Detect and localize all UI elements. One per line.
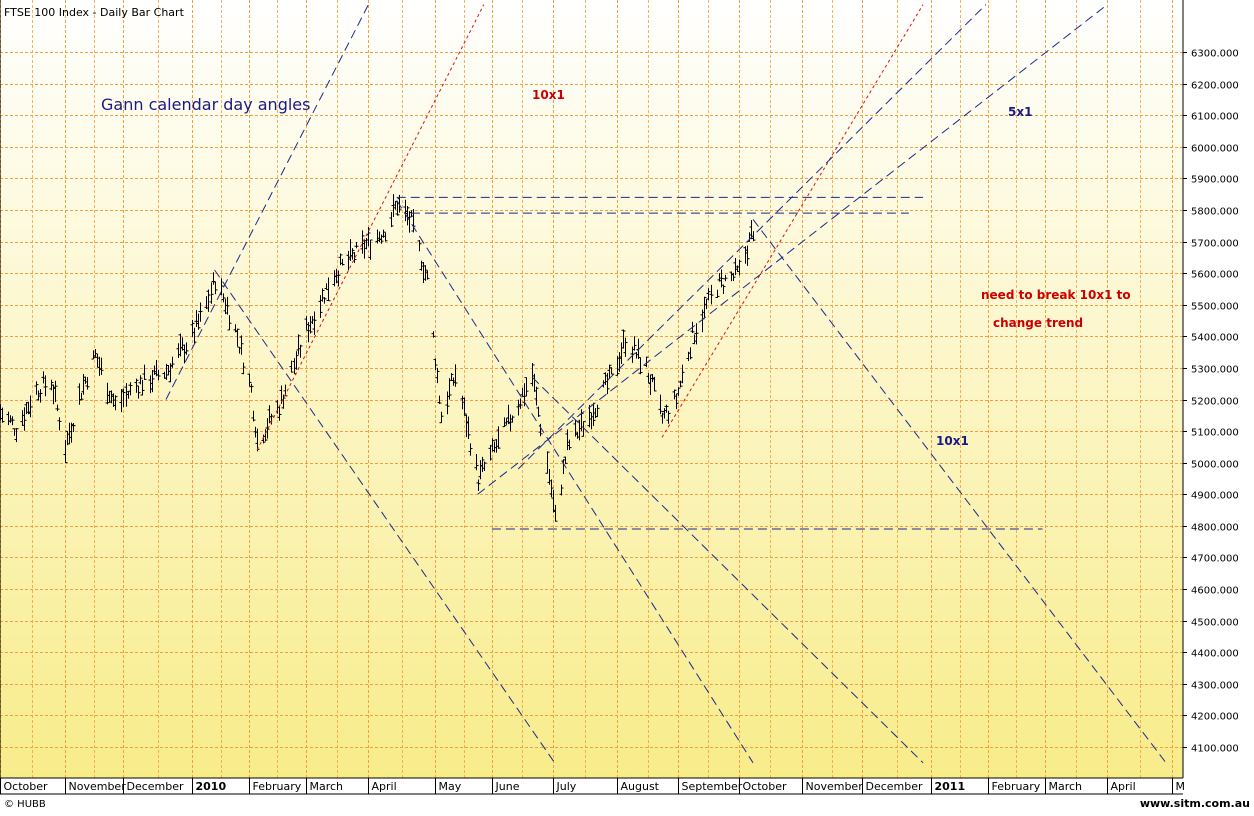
x-tick-label: November <box>69 780 127 793</box>
y-tick-label: 4100.000 <box>1191 744 1239 755</box>
y-tick-label: 4800.000 <box>1191 523 1239 534</box>
window-title: FTSE 100 Index - Daily Bar Chart <box>4 6 185 19</box>
grid-lines <box>0 0 1183 778</box>
y-tick-label: 4200.000 <box>1191 712 1239 723</box>
gann-line-blue-down-3 <box>532 377 924 764</box>
footer-right: www.sitm.com.au <box>1140 797 1250 810</box>
y-tick-label: 5100.000 <box>1191 428 1239 439</box>
y-tick-label: 6100.000 <box>1191 112 1239 123</box>
x-tick-label: April <box>1111 780 1136 793</box>
y-tick-label: 4300.000 <box>1191 681 1239 692</box>
x-tick-label: October <box>4 780 48 793</box>
y-tick-label: 5400.000 <box>1191 333 1239 344</box>
price-bars <box>0 194 756 522</box>
x-tick-label: May <box>439 780 462 793</box>
y-tick-label: 5300.000 <box>1191 365 1239 376</box>
y-tick-label: 5800.000 <box>1191 207 1239 218</box>
annotation-red-10x1: 10x1 <box>532 88 565 102</box>
x-tick-label: February <box>253 780 302 793</box>
gann-angle-lines <box>165 4 1167 764</box>
x-tick-label: July <box>556 780 577 793</box>
annotation-blue-10x1: 10x1 <box>936 434 969 448</box>
y-axis-ticks: 6300.000 6200.000 6100.000 6000.000 5900.000… <box>1183 49 1239 755</box>
gann-line-red-up-1 <box>256 4 485 451</box>
x-tick-label: February <box>992 780 1041 793</box>
x-tick-label: M <box>1176 780 1186 793</box>
annotation-blue-5x1: 5x1 <box>1008 105 1032 119</box>
x-tick-label: September <box>682 780 743 793</box>
y-tick-label: 5700.000 <box>1191 239 1239 250</box>
annotation-note-line1: need to break 10x1 to <box>981 288 1131 302</box>
x-tick-label: March <box>1049 780 1083 793</box>
annotation-note-line2: change trend <box>993 316 1083 330</box>
x-tick-label: November <box>806 780 864 793</box>
gann-line-blue-down-2 <box>396 200 754 764</box>
y-tick-label: 6300.000 <box>1191 49 1239 60</box>
x-tick-label: June <box>495 780 520 793</box>
y-tick-label: 4700.000 <box>1191 554 1239 565</box>
y-tick-label: 5900.000 <box>1191 175 1239 186</box>
x-tick-label: August <box>621 780 660 793</box>
y-tick-label: 5600.000 <box>1191 270 1239 281</box>
x-tick-label: 2010 <box>196 780 227 793</box>
x-tick-label: April <box>372 780 397 793</box>
gann-line-blue-up-2 <box>517 4 987 470</box>
y-tick-label: 4500.000 <box>1191 618 1239 629</box>
y-tick-label: 5000.000 <box>1191 460 1239 471</box>
x-axis-ticks: October November December 2010 February March… <box>0 778 1186 794</box>
x-tick-label: October <box>743 780 787 793</box>
gann-line-red-up-2 <box>661 4 924 438</box>
y-tick-label: 4900.000 <box>1191 491 1239 502</box>
plot-background <box>0 0 1183 778</box>
gann-line-blue-up-3 <box>477 4 1108 495</box>
x-tick-label: March <box>310 780 344 793</box>
y-tick-label: 4600.000 <box>1191 586 1239 597</box>
x-tick-label: 2011 <box>935 780 966 793</box>
annotation-main-title: Gann calendar day angles <box>101 95 310 114</box>
y-tick-label: 6000.000 <box>1191 144 1239 155</box>
gann-line-blue-down-4 <box>752 219 1167 764</box>
x-tick-label: December <box>127 780 185 793</box>
y-tick-label: 5500.000 <box>1191 302 1239 313</box>
gann-line-blue-up-1 <box>165 4 369 400</box>
y-tick-label: 6200.000 <box>1191 81 1239 92</box>
y-tick-label: 4400.000 <box>1191 649 1239 660</box>
gann-line-blue-down-1 <box>214 269 556 764</box>
x-tick-label: December <box>866 780 924 793</box>
y-tick-label: 5200.000 <box>1191 397 1239 408</box>
footer-left: © HUBB <box>4 799 46 810</box>
